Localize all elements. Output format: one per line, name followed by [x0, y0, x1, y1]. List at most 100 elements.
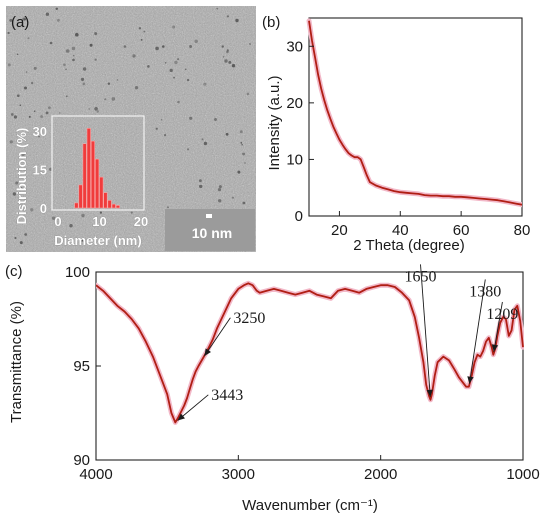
xrd-chart: 20 40 60 80 0 10 20 30 [286, 17, 531, 239]
annotation-arrow-1209 [493, 301, 503, 352]
tem-particle [94, 58, 97, 61]
inset-y-tick-label: 30 [33, 124, 47, 139]
tem-particle [51, 216, 56, 220]
xrd-x-tick-label: 80 [514, 222, 531, 239]
xrd-x-tick-label: 40 [392, 222, 409, 239]
tem-particle [174, 60, 178, 65]
tem-particle [226, 49, 229, 52]
tem-particle [222, 56, 225, 58]
ftir-y-tick-label: 100 [65, 264, 90, 281]
annotation-arrowhead-3443 [177, 413, 185, 421]
xrd-y-tick-label: 20 [286, 95, 303, 112]
ftir-series-glow [96, 280, 524, 425]
histogram-bar [86, 128, 91, 209]
inset-x-tick-label: 10 [92, 214, 106, 229]
tem-particle [33, 110, 36, 112]
tem-particle [189, 116, 193, 120]
annotation-label-1209: 1209 [486, 306, 518, 323]
tem-particle [99, 211, 102, 214]
histogram-bar [103, 192, 108, 209]
tem-particle [199, 184, 203, 189]
ftir-x-tick-label: 3000 [222, 466, 255, 483]
tem-particle [28, 115, 31, 118]
tem-particle [65, 68, 67, 71]
tem-particle [130, 211, 133, 214]
tem-particle [107, 82, 111, 85]
tem-particle [48, 106, 51, 110]
tem-particle [72, 58, 75, 62]
tem-particle [203, 141, 208, 146]
tem-particle [24, 233, 28, 236]
tem-particle [199, 179, 202, 183]
tem-particle [240, 142, 243, 144]
tem-particle [186, 148, 190, 151]
annotation-arrow-1380 [468, 279, 486, 384]
histogram-bar [99, 176, 104, 209]
tem-particle [94, 107, 98, 111]
histogram-bar [78, 184, 83, 209]
inset-x-tick-label: 20 [134, 214, 148, 229]
xrd-xlabel: 2 Theta (degree) [353, 237, 464, 254]
annotation-arrowhead-3250 [204, 348, 211, 356]
tem-particle [221, 45, 224, 48]
tem-particle [88, 108, 90, 110]
tem-particle [162, 45, 165, 48]
tem-particle [24, 18, 27, 21]
tem-particle [58, 112, 61, 114]
histogram-bar [115, 205, 120, 209]
histogram-bar [90, 140, 95, 209]
tem-particle [172, 25, 176, 29]
tem-particle [169, 68, 173, 73]
tem-particle [10, 113, 14, 116]
ftir-x-tick-label: 1000 [506, 466, 539, 483]
annotation-label-1650: 1650 [405, 268, 437, 285]
inset-bars [74, 128, 120, 209]
tem-particle [186, 78, 190, 82]
tem-particle [203, 82, 207, 86]
panel-c: (c) 4000 3000 2000 1000 90 95 100 3443 3250 1650 1… [5, 263, 540, 514]
tem-particle [69, 224, 73, 228]
tem-particle [14, 237, 17, 239]
xrd-y-tick-label: 30 [286, 38, 303, 55]
tem-particle [75, 32, 79, 37]
inset-histogram: 0 10 20 0 15 30 Distribution (%) Diameter (nm… [14, 115, 149, 248]
tem-particle [81, 238, 85, 242]
tem-particle [242, 152, 246, 156]
tem-particle [194, 39, 198, 43]
tem-particle [65, 95, 68, 98]
xrd-x-tick-label: 20 [331, 222, 348, 239]
ftir-chart: 4000 3000 2000 1000 90 95 100 3443 3250 1650 1380 1… [65, 264, 540, 483]
tem-particle [177, 58, 180, 61]
tem-particle [189, 45, 193, 48]
tem-particle [226, 50, 229, 54]
tem-particle [40, 115, 44, 119]
tem-particle [225, 132, 229, 136]
tem-particle [134, 86, 139, 90]
xrd-y-tick-label: 10 [286, 151, 303, 168]
tem-particle [63, 63, 66, 67]
tem-particle [123, 45, 127, 48]
tem-particle [20, 207, 23, 210]
xrd-y-tick-label: 0 [295, 208, 303, 225]
tem-particle [224, 59, 228, 63]
tem-particle [49, 41, 53, 45]
tem-particle [45, 12, 50, 16]
tem-particle [17, 94, 20, 97]
tem-particle [71, 239, 73, 242]
histogram-bar [107, 200, 112, 209]
tem-particle [244, 162, 246, 164]
inset-ticks: 0 10 20 0 15 30 [32, 124, 148, 230]
scale-bar-line [206, 214, 212, 218]
scale-bar: 10 nm [165, 209, 255, 251]
tem-particle [140, 39, 143, 41]
tem-particle [147, 65, 150, 68]
ftir-ylabel: Transmittance (%) [8, 301, 25, 423]
tem-particle [80, 77, 85, 81]
ftir-series-line [96, 282, 524, 424]
panel-b-label: (b) [262, 14, 280, 31]
xrd-series-line [308, 20, 522, 206]
tem-particle [160, 118, 163, 121]
tem-particle [217, 188, 222, 192]
tem-particle [31, 81, 34, 85]
